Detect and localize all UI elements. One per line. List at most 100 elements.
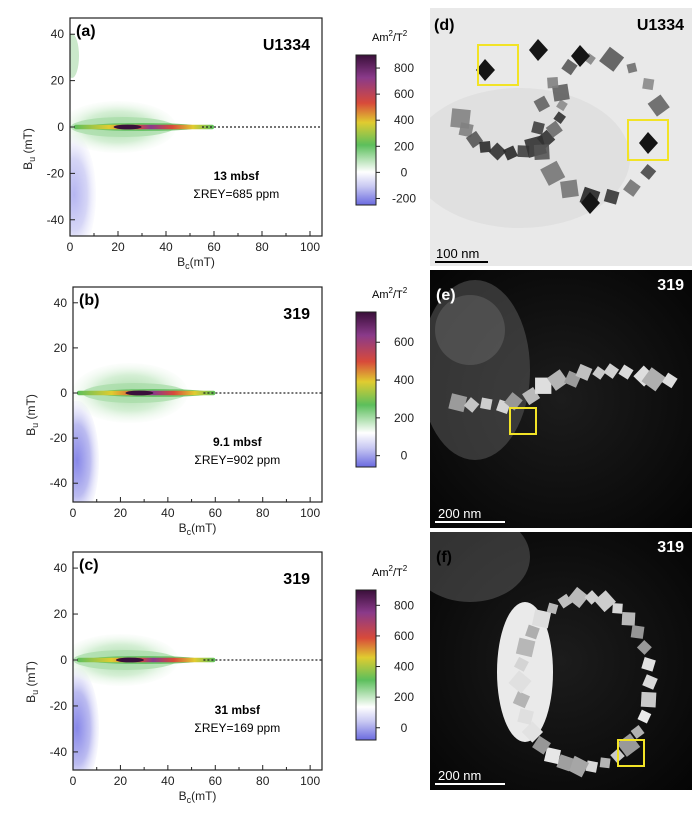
colorbar-tick-label: 800 xyxy=(394,61,414,75)
x-tick-label: 100 xyxy=(300,506,320,520)
colorbar: Am2/T2 600 400 200 0 xyxy=(355,286,414,468)
nanocrystal xyxy=(637,709,652,724)
colorbar-tick-label: 0 xyxy=(401,165,408,179)
nanocrystal xyxy=(640,163,657,180)
organic-matrix xyxy=(430,280,530,460)
nanocrystal xyxy=(513,656,529,672)
x-tick-label: 20 xyxy=(114,774,128,788)
nanocrystal xyxy=(585,760,599,773)
colorbar-tick-label: -200 xyxy=(392,191,416,205)
y-axis-label: Bu (mT) xyxy=(21,128,37,170)
x-tick-label: 40 xyxy=(161,774,175,788)
nanocrystal xyxy=(640,691,657,708)
ridge-peak xyxy=(115,657,144,663)
nanocrystal-large xyxy=(476,59,495,81)
depth-annotation: 31 mbsf xyxy=(215,703,261,717)
nanocrystal xyxy=(517,708,534,725)
y-tick-label: 20 xyxy=(54,607,68,621)
nanocrystal xyxy=(603,363,620,379)
nanocrystal xyxy=(525,624,540,640)
colorbar-tick-label: 600 xyxy=(394,629,414,643)
nanocrystal xyxy=(621,611,636,626)
colorbar-tick-label: 200 xyxy=(394,411,414,425)
x-tick-label: 40 xyxy=(159,240,173,254)
y-tick-label: -40 xyxy=(50,476,68,490)
micrograph-body: 100 nm (d) U1334 xyxy=(430,8,692,266)
depth-annotation: 9.1 mbsf xyxy=(213,435,263,449)
nanocrystal xyxy=(599,757,611,769)
nanocrystal xyxy=(630,625,645,639)
nanocrystal xyxy=(594,590,617,613)
colorbar-tick-label: 0 xyxy=(401,721,408,735)
y-tick-label: 0 xyxy=(57,120,64,134)
colorbar-tick-label: 600 xyxy=(394,335,414,349)
nanocrystal xyxy=(546,369,569,391)
nanocrystal xyxy=(545,120,563,138)
scale-bar-label: 200 nm xyxy=(438,506,481,521)
nanocrystal xyxy=(504,392,523,411)
forc-distribution xyxy=(73,363,322,502)
nanocrystal xyxy=(556,99,568,112)
negative-region xyxy=(73,667,99,770)
rey-annotation: ΣREY=169 ppm xyxy=(194,721,280,735)
highlight-box xyxy=(617,739,645,767)
nanocrystal xyxy=(560,179,579,199)
nanocrystal xyxy=(647,94,670,117)
nanocrystal xyxy=(517,145,530,158)
y-tick-label: -40 xyxy=(47,213,65,227)
nanocrystal xyxy=(561,58,578,76)
nanocrystal-large xyxy=(639,132,658,154)
nanocrystal xyxy=(612,603,623,614)
organic-matrix xyxy=(435,295,505,365)
nanocrystal xyxy=(662,372,678,389)
x-tick-label: 60 xyxy=(207,240,221,254)
colorbar-tick-label: 600 xyxy=(394,87,414,101)
organic-matrix xyxy=(430,532,530,602)
nanocrystal xyxy=(553,111,567,125)
colorbar: Am2/T2 800 600 400 200 0 xyxy=(355,564,414,741)
y-tick-label: -20 xyxy=(50,431,68,445)
nanocrystal xyxy=(448,393,468,413)
nanocrystal xyxy=(502,145,518,161)
x-axis-label: Bc(mT) xyxy=(179,521,217,537)
colorbar-tick-label: 200 xyxy=(394,690,414,704)
nanocrystal xyxy=(567,755,589,778)
rey-annotation: ΣREY=902 ppm xyxy=(194,453,280,467)
nanocrystal xyxy=(641,657,656,672)
highlight-box xyxy=(509,407,537,435)
micrograph-body: 200 nm (f) 319 xyxy=(430,532,692,790)
nanocrystal xyxy=(532,735,551,755)
micrograph-d: 100 nm (d) U1334 xyxy=(430,8,692,266)
site-label: 319 xyxy=(657,277,684,294)
nanocrystal xyxy=(458,122,474,138)
ridge-peak xyxy=(113,124,142,130)
colorbar-tick-label: 400 xyxy=(394,113,414,127)
colorbar-title: Am2/T2 xyxy=(372,286,408,301)
nanocrystal xyxy=(508,670,532,694)
nanocrystal xyxy=(533,95,551,113)
nanocrystal xyxy=(623,179,641,197)
nanocrystal xyxy=(465,130,484,149)
film-shading xyxy=(430,88,630,228)
highlight-box xyxy=(627,119,669,161)
micrograph-f: 200 nm (f) 319 xyxy=(430,532,692,790)
micrograph-body: 200 nm (e) 319 xyxy=(430,270,692,528)
site-label: U1334 xyxy=(263,37,310,54)
panel-letter: (d) xyxy=(434,17,454,34)
nanocrystal xyxy=(599,46,625,72)
x-tick-label: 80 xyxy=(256,774,270,788)
nanocrystal xyxy=(531,121,545,135)
positive-edge-region xyxy=(70,34,79,78)
colorbar-tick-label: 400 xyxy=(394,373,414,387)
depth-annotation: 13 mbsf xyxy=(214,169,260,183)
colorbar-tick-label: 400 xyxy=(394,660,414,674)
y-tick-label: -20 xyxy=(50,699,68,713)
nanocrystal xyxy=(531,609,552,629)
x-tick-label: 0 xyxy=(70,506,77,520)
nanocrystal-large xyxy=(571,45,590,67)
site-label: 319 xyxy=(657,539,684,556)
